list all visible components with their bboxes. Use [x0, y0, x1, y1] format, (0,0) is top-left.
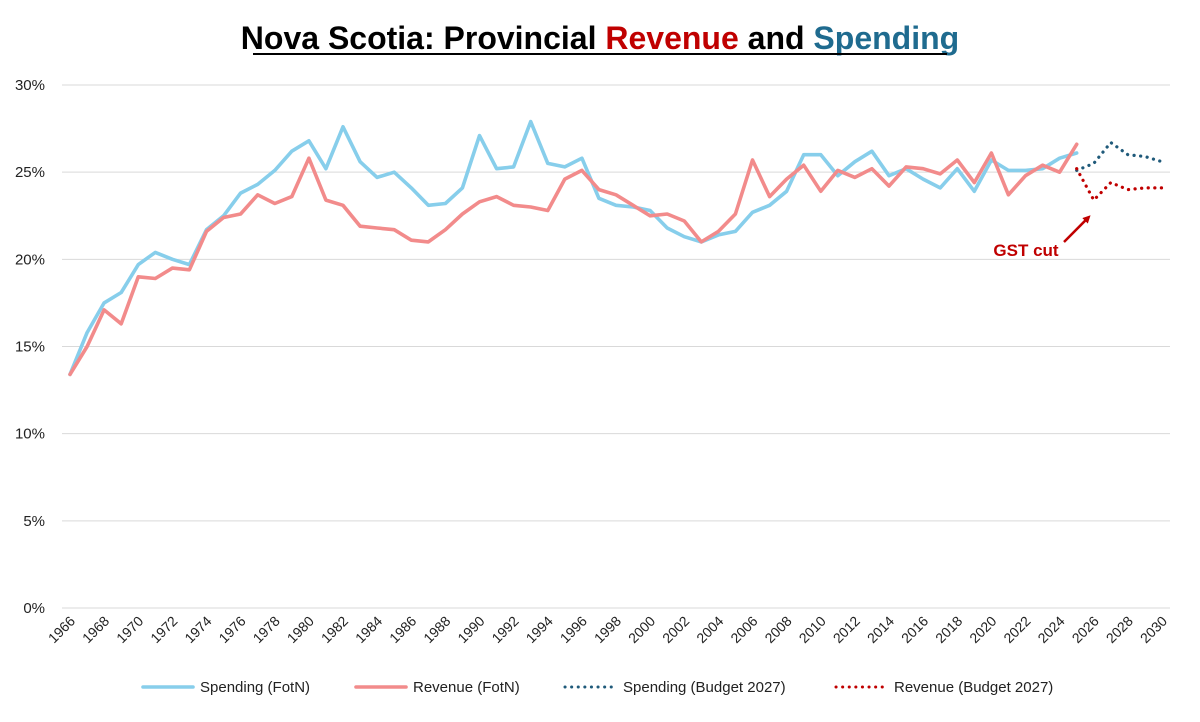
x-tick-label: 2006: [727, 613, 760, 646]
series-line-revenue-budget-2027: [1075, 167, 1164, 202]
series-layer: [68, 119, 1164, 377]
x-tick-label: 2016: [898, 613, 931, 646]
legend-label: Revenue (Budget 2027): [894, 679, 1053, 696]
x-tick-label: 2004: [693, 613, 726, 646]
x-tick-label: 2012: [830, 613, 863, 646]
x-tick-label: 1982: [318, 613, 351, 646]
x-tick-label: 2018: [932, 613, 965, 646]
x-tick-label: 1968: [79, 613, 112, 646]
y-tick-label: 5%: [23, 513, 45, 530]
title-revenue-word: Revenue: [605, 20, 738, 56]
grid-layer: [62, 84, 1170, 609]
x-tick-label: 1996: [557, 613, 590, 646]
annotation-layer: GST cut: [993, 215, 1091, 260]
series-line-spending-budget-2027: [1075, 140, 1164, 172]
x-tick-label: 2008: [761, 613, 794, 646]
x-tick-label: 1986: [386, 613, 419, 646]
y-tick-label: 30%: [15, 77, 45, 94]
x-tick-label: 2000: [625, 613, 658, 646]
x-tick-label: 2010: [796, 613, 829, 646]
x-tick-label: 1978: [250, 613, 283, 646]
x-tick-label: 1990: [454, 613, 487, 646]
series-line-revenue-fotn: [68, 142, 1079, 377]
x-tick-label: 2002: [659, 613, 692, 646]
x-tick-label: 2024: [1034, 613, 1067, 646]
title-middle: and: [739, 20, 814, 56]
x-tick-label: 1984: [352, 613, 385, 646]
y-tick-label: 25%: [15, 164, 45, 181]
y-tick-label: 10%: [15, 426, 45, 443]
legend: Spending (FotN) Revenue (FotN) Spending (B…: [141, 679, 1053, 696]
x-tick-label: 1988: [420, 613, 453, 646]
x-tick-label: 2022: [1000, 613, 1033, 646]
series-line-spending-fotn: [68, 119, 1079, 377]
y-axis-tick-labels: 0% 5% 10% 15% 20% 25% 30%: [15, 77, 45, 617]
title-prefix: Nova Scotia: Provincial: [241, 20, 606, 56]
y-tick-label: 0%: [23, 600, 45, 617]
x-tick-label: 2014: [864, 613, 897, 646]
x-tick-label: 1974: [181, 613, 214, 646]
x-tick-label: 1992: [488, 613, 521, 646]
x-tick-label: 1998: [591, 613, 624, 646]
x-tick-label: 1972: [147, 613, 180, 646]
x-tick-label: 1966: [45, 613, 78, 646]
annotation-arrow: [1063, 215, 1091, 243]
y-tick-label: 20%: [15, 251, 45, 268]
title-spending-word: Spending: [813, 20, 959, 56]
x-tick-label: 2030: [1137, 613, 1170, 646]
x-tick-label: 1970: [113, 613, 146, 646]
y-tick-label: 15%: [15, 339, 45, 356]
legend-label: Revenue (FotN): [413, 679, 520, 696]
x-tick-label: 1976: [215, 613, 248, 646]
x-axis-tick-labels: 1966 1968 1970 1972 1974 1976 1978 1980 1982 1984…: [45, 613, 1170, 646]
annotation-gst-cut: GST cut: [993, 241, 1059, 260]
x-tick-label: 1980: [284, 613, 317, 646]
x-tick-label: 1994: [523, 613, 556, 646]
chart-title: Nova Scotia: Provincial Revenue and Spen…: [241, 20, 959, 56]
x-tick-label: 2026: [1069, 613, 1102, 646]
legend-label: Spending (Budget 2027): [623, 679, 786, 696]
x-tick-label: 2028: [1103, 613, 1136, 646]
x-tick-label: 2020: [966, 613, 999, 646]
legend-label: Spending (FotN): [200, 679, 310, 696]
